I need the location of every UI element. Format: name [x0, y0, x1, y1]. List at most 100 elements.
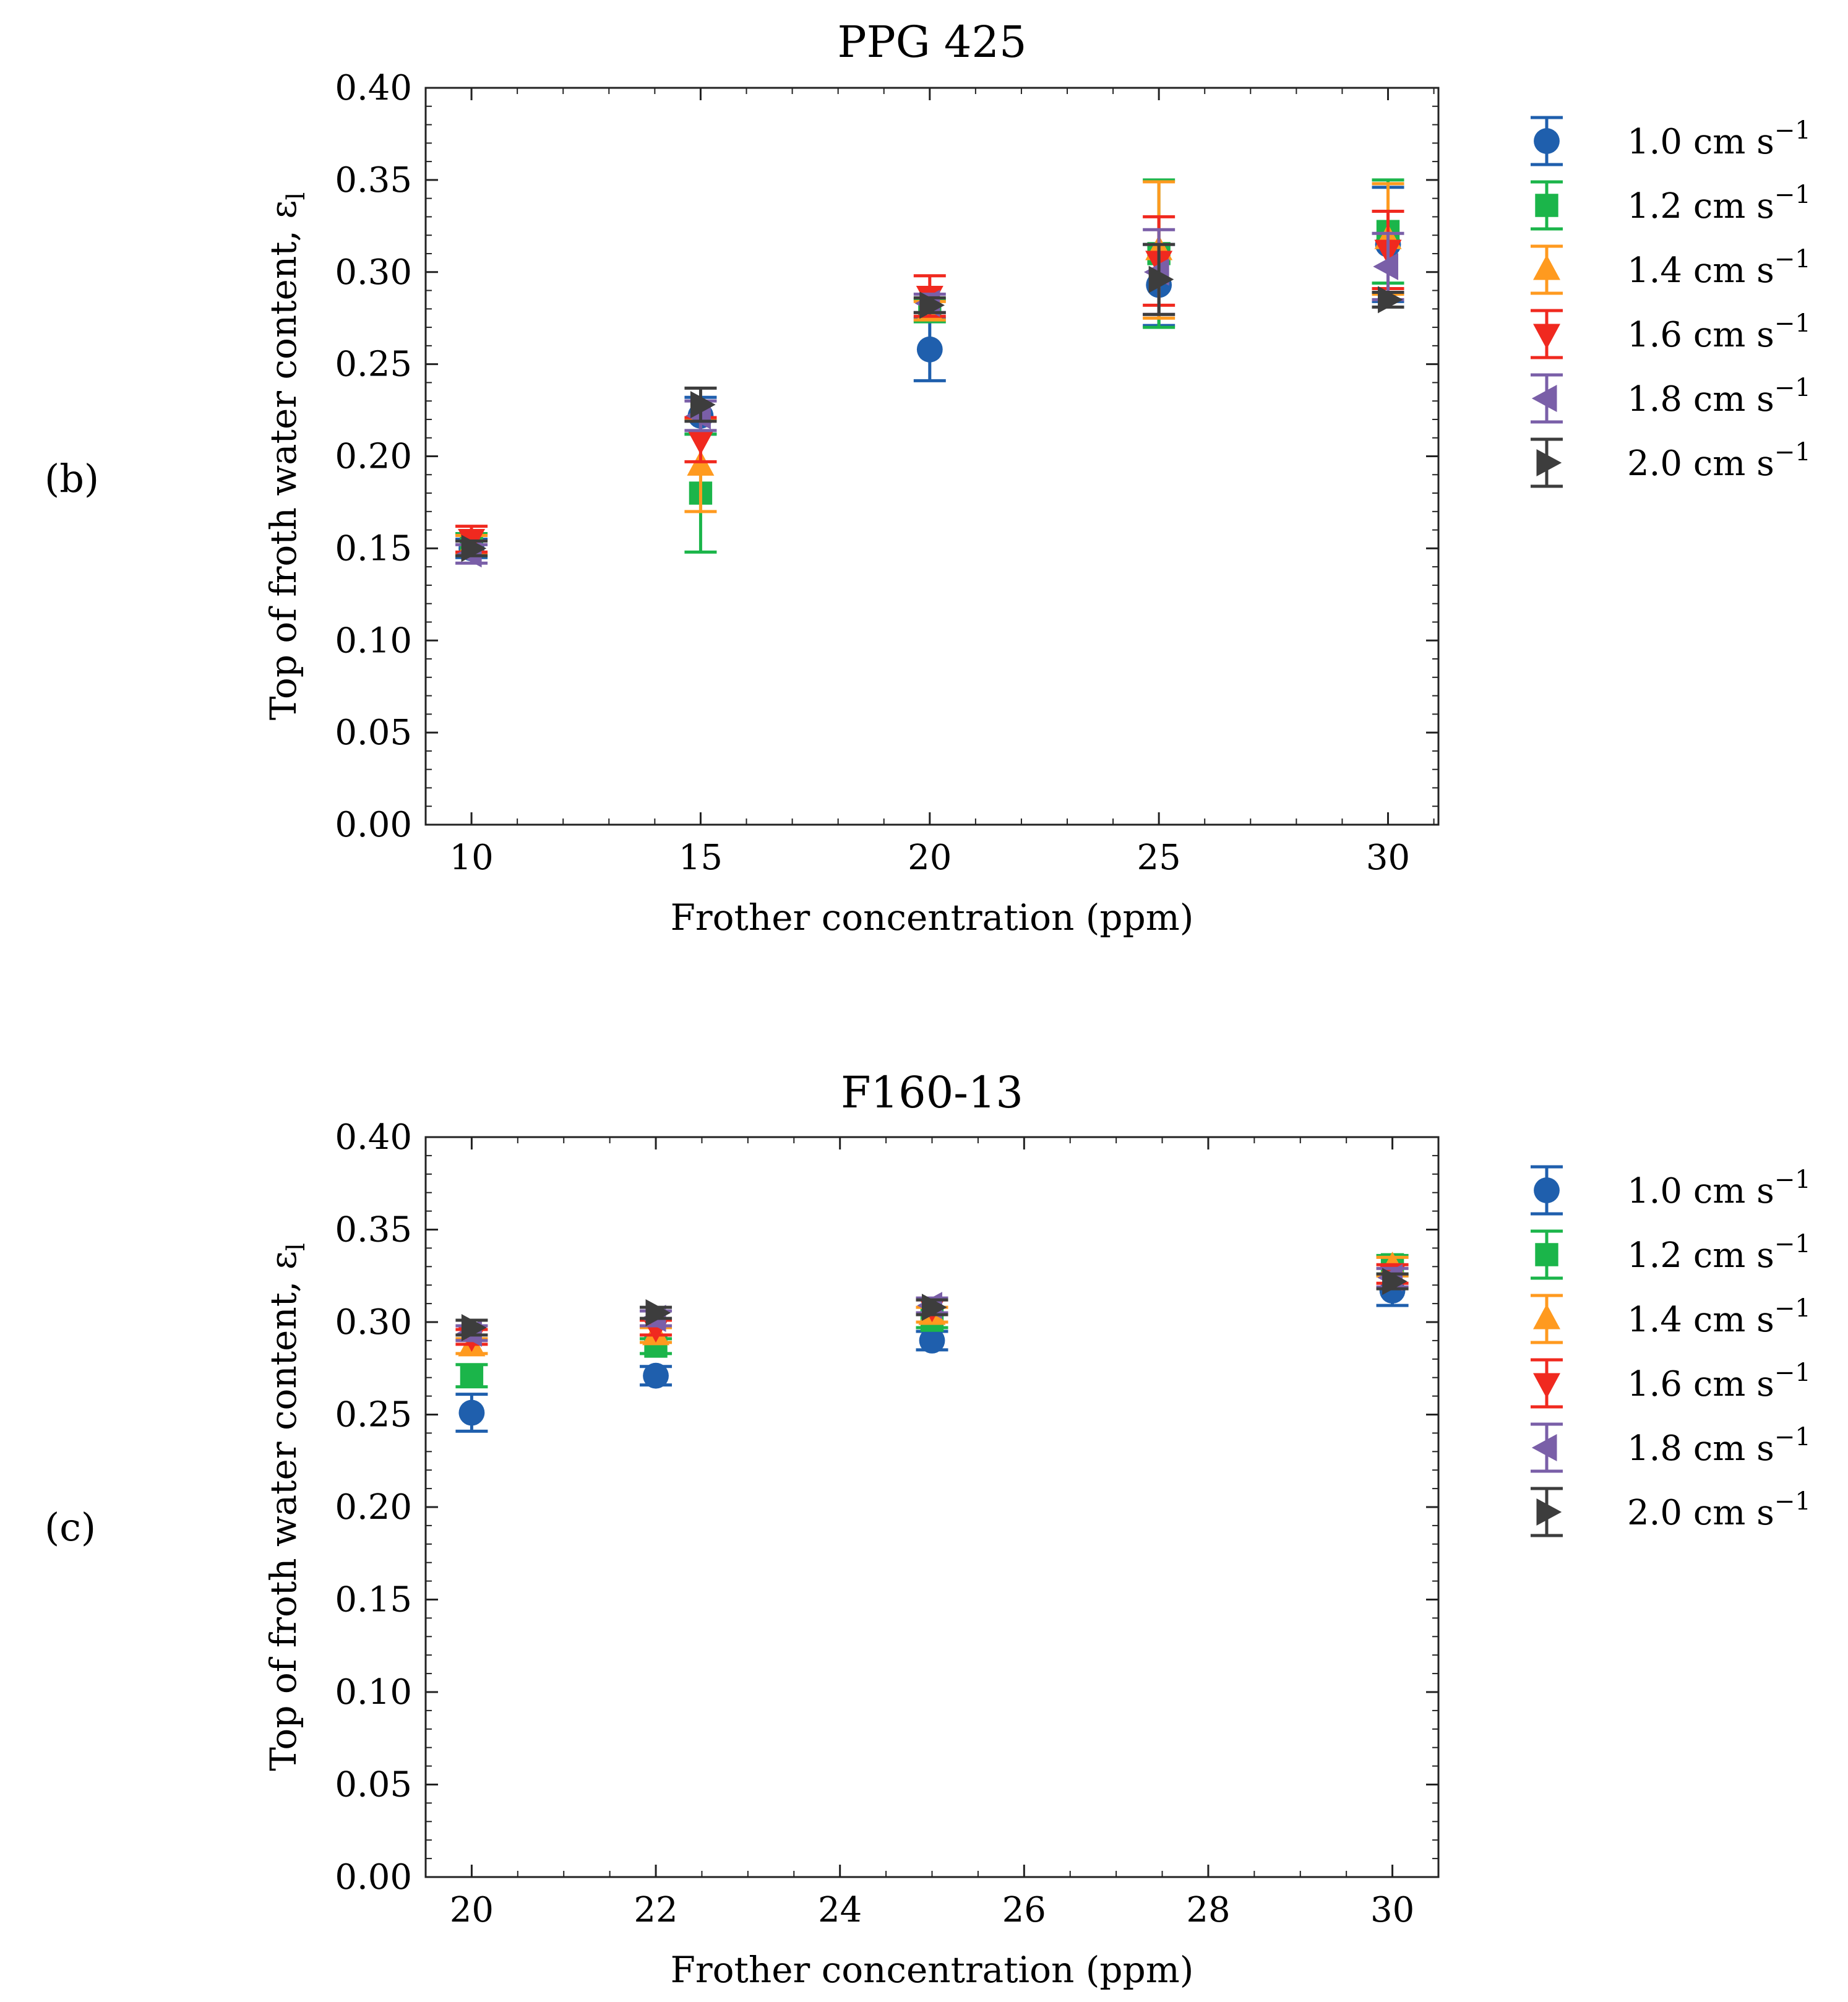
y-tick-label: 0.30	[335, 252, 412, 293]
chart-title: F160-13	[841, 1067, 1023, 1118]
legend-label-superscript: −1	[1774, 1230, 1811, 1258]
data-point	[461, 1313, 487, 1341]
legend-label-superscript: −1	[1774, 1423, 1811, 1451]
legend-label-text: 1.2 cm s	[1627, 186, 1774, 226]
y-tick-label: 0.40	[335, 68, 412, 108]
data-point	[643, 1362, 669, 1389]
legend-marker	[1531, 1434, 1557, 1461]
legend-marker	[1533, 1373, 1560, 1399]
legend-label-text: 2.0 cm s	[1627, 1493, 1774, 1533]
x-tick-label: 30	[1370, 1890, 1414, 1930]
plot-frame	[424, 1136, 1440, 1878]
series-5	[455, 243, 1404, 562]
legend-label: 1.0 cm s−1	[1627, 116, 1811, 162]
legend-label: 2.0 cm s−1	[1627, 438, 1811, 484]
legend-label: 1.8 cm s−1	[1627, 374, 1811, 419]
chart-panel-1: (c) F160-13 20 22 24 26 28 30 0.00 0.05 0.10 0.15 0.…	[45, 1067, 1811, 1991]
data-point	[690, 391, 716, 419]
legend-label-text: 1.0 cm s	[1627, 122, 1774, 162]
legend-label-superscript: −1	[1774, 116, 1811, 145]
x-tick-label: 30	[1366, 838, 1410, 878]
y-axis-label-subscript: l	[282, 1243, 311, 1251]
legend-label-text: 1.6 cm s	[1627, 1364, 1774, 1404]
legend-marker	[1535, 1243, 1558, 1266]
legend-label-text: 2.0 cm s	[1627, 444, 1774, 484]
y-tick-label: 0.25	[335, 1395, 412, 1435]
legend-marker	[1536, 449, 1562, 476]
legend-item: 2.0 cm s−1	[1531, 437, 1811, 488]
legend-label: 1.2 cm s−1	[1627, 181, 1811, 226]
y-tick-label: 0.10	[335, 1672, 412, 1712]
y-axis-label-subscript: l	[282, 192, 311, 200]
series-3	[455, 209, 1404, 554]
panel-label: (b)	[45, 456, 99, 501]
legend-label-superscript: −1	[1774, 309, 1811, 338]
legend-label: 1.4 cm s−1	[1627, 1294, 1811, 1340]
x-tick-label: 25	[1137, 838, 1181, 878]
data-point	[916, 336, 943, 363]
legend-label: 1.6 cm s−1	[1627, 1359, 1811, 1404]
y-tick-label: 0.15	[335, 1580, 412, 1620]
legend-item: 1.2 cm s−1	[1531, 180, 1811, 231]
legend-label-superscript: −1	[1774, 181, 1811, 209]
legend-marker	[1536, 1498, 1562, 1526]
legend-label: 1.8 cm s−1	[1627, 1423, 1811, 1469]
data-point	[922, 1294, 947, 1321]
data-point	[1148, 265, 1174, 293]
y-tick-label: 0.00	[335, 805, 412, 845]
data-point	[919, 1328, 945, 1354]
y-axis-label: Top of froth water content, εl	[262, 1243, 311, 1771]
legend-item: 1.2 cm s−1	[1531, 1229, 1811, 1280]
y-tick-label: 0.30	[335, 1302, 412, 1343]
legend-marker	[1533, 324, 1560, 350]
legend-marker	[1535, 194, 1558, 217]
legend-item: 1.8 cm s−1	[1531, 1422, 1811, 1473]
y-axis-label-text: Top of froth water content, ε	[262, 1251, 304, 1771]
legend-marker	[1534, 1177, 1560, 1203]
legend-label-text: 1.0 cm s	[1627, 1171, 1774, 1211]
legend-item: 1.6 cm s−1	[1531, 309, 1811, 359]
legend-label: 1.4 cm s−1	[1627, 245, 1811, 291]
x-tick-label: 15	[679, 838, 723, 878]
data-point	[1378, 286, 1403, 314]
chart-panel-0: (b) PPG 425 10 15 20 25 30 0.00 0.05 0.10 0.15 0.20…	[45, 17, 1811, 939]
legend-label-superscript: −1	[1774, 1166, 1811, 1194]
legend-label-superscript: −1	[1774, 1359, 1811, 1387]
x-tick-label: 20	[450, 1890, 494, 1930]
y-tick-label: 0.15	[335, 528, 412, 569]
legend-label-text: 1.4 cm s	[1627, 251, 1774, 291]
x-tick-label: 26	[1002, 1890, 1046, 1930]
legend-label-superscript: −1	[1774, 374, 1811, 402]
data-point	[461, 535, 487, 562]
x-tick-label: 20	[908, 838, 952, 878]
legend-label-superscript: −1	[1774, 245, 1811, 273]
panel-label: (c)	[45, 1505, 96, 1550]
data-point	[645, 1299, 671, 1327]
x-axis-label: Frother concentration (ppm)	[671, 1949, 1194, 1991]
legend-marker	[1531, 385, 1557, 412]
legend-item: 1.8 cm s−1	[1531, 373, 1811, 424]
legend-label-superscript: −1	[1774, 438, 1811, 466]
series-0	[455, 186, 1404, 562]
legend-label: 1.0 cm s−1	[1627, 1166, 1811, 1211]
legend-marker	[1533, 1304, 1560, 1330]
legend-label-text: 1.4 cm s	[1627, 1300, 1774, 1340]
data-point	[460, 1364, 484, 1388]
x-tick-label: 10	[449, 838, 493, 878]
data-point	[919, 291, 945, 319]
y-tick-label: 0.00	[335, 1857, 412, 1897]
y-tick-label: 0.10	[335, 621, 412, 661]
y-axis-label: Top of froth water content, εl	[262, 192, 311, 721]
y-tick-label: 0.25	[335, 345, 412, 385]
legend-label-superscript: −1	[1774, 1487, 1811, 1516]
legend-item: 1.4 cm s−1	[1531, 244, 1811, 295]
legend-item: 1.0 cm s−1	[1531, 116, 1811, 166]
x-tick-label: 24	[818, 1890, 862, 1930]
series-5	[455, 1268, 1409, 1341]
y-tick-label: 0.20	[335, 1487, 412, 1527]
legend-marker	[1534, 128, 1560, 154]
data-point	[687, 429, 715, 455]
data-point	[1382, 1268, 1407, 1295]
data-point	[458, 1399, 485, 1426]
